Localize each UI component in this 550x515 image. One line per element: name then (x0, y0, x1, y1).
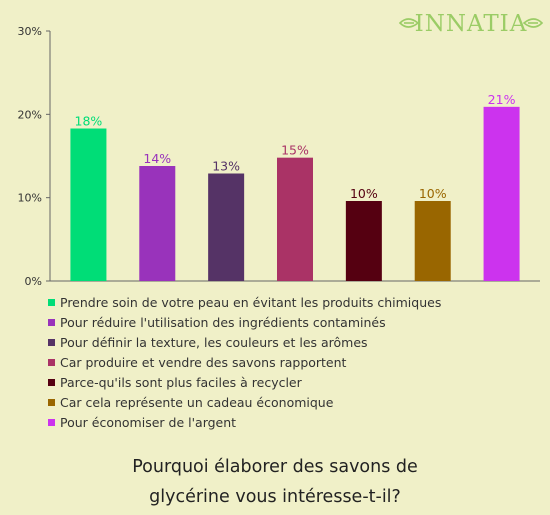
bar-chart: 0% 10% 20% 30% 18% 14% 13% 15% 10% 10% 21% (18, 25, 540, 288)
legend-swatch (48, 378, 55, 386)
legend-swatch (48, 398, 55, 406)
legend-label: Parce-qu'ils sont plus faciles à recycle… (60, 374, 302, 390)
y-tick-label: 20% (18, 108, 42, 121)
legend-item: Pour réduire l'utilisation des ingrédien… (48, 312, 528, 332)
innatia-logo: INNATIA (398, 4, 544, 38)
y-tick-label: 0% (25, 275, 42, 288)
legend-swatch (48, 318, 55, 326)
legend-item: Prendre soin de votre peau en évitant le… (48, 292, 528, 312)
chart-title-line-2: glycérine vous intéresse-t-il? (149, 487, 401, 507)
legend-item: Pour définir la texture, les couleurs et… (48, 332, 528, 352)
legend-item: Pour économiser de l'argent (48, 412, 528, 432)
legend-label: Pour économiser de l'argent (60, 414, 237, 430)
legend-label: Pour réduire l'utilisation des ingrédien… (60, 314, 386, 330)
legend-swatch (48, 358, 55, 366)
y-tick-label: 10% (18, 192, 42, 205)
chart-title-line-1: Pourquoi élaborer des savons de (132, 457, 418, 477)
legend-swatch (48, 418, 55, 426)
bar (483, 106, 520, 281)
chart-legend: Prendre soin de votre peau en évitant le… (48, 292, 528, 432)
bar-data-label: 10% (419, 186, 447, 201)
y-tick-label: 30% (18, 25, 42, 38)
logo-text: INNATIA (415, 11, 528, 37)
legend-label: Pour définir la texture, les couleurs et… (60, 334, 368, 350)
legend-label: Car cela représente un cadeau économique (60, 394, 334, 410)
bar-data-label: 14% (143, 151, 171, 166)
bar (414, 201, 451, 281)
legend-swatch (48, 338, 55, 346)
bar (139, 166, 176, 281)
legend-item: Parce-qu'ils sont plus faciles à recycle… (48, 372, 528, 392)
bar (277, 157, 313, 281)
legend-label: Car produire et vendre des savons rappor… (60, 354, 347, 370)
bar (208, 173, 245, 281)
legend-swatch (48, 298, 55, 306)
bar-data-label: 13% (212, 159, 240, 174)
legend-item: Car produire et vendre des savons rappor… (48, 352, 528, 372)
bar-data-label: 21% (488, 92, 516, 107)
bar (70, 128, 107, 281)
legend-label: Prendre soin de votre peau en évitant le… (60, 294, 442, 310)
bar (345, 201, 382, 281)
bar-data-label: 10% (350, 186, 378, 201)
bar-data-label: 15% (281, 143, 309, 158)
legend-item: Car cela représente un cadeau économique (48, 392, 528, 412)
bar-data-label: 18% (75, 114, 103, 129)
chart-title: Pourquoi élaborer des savons de glycérin… (0, 452, 550, 512)
